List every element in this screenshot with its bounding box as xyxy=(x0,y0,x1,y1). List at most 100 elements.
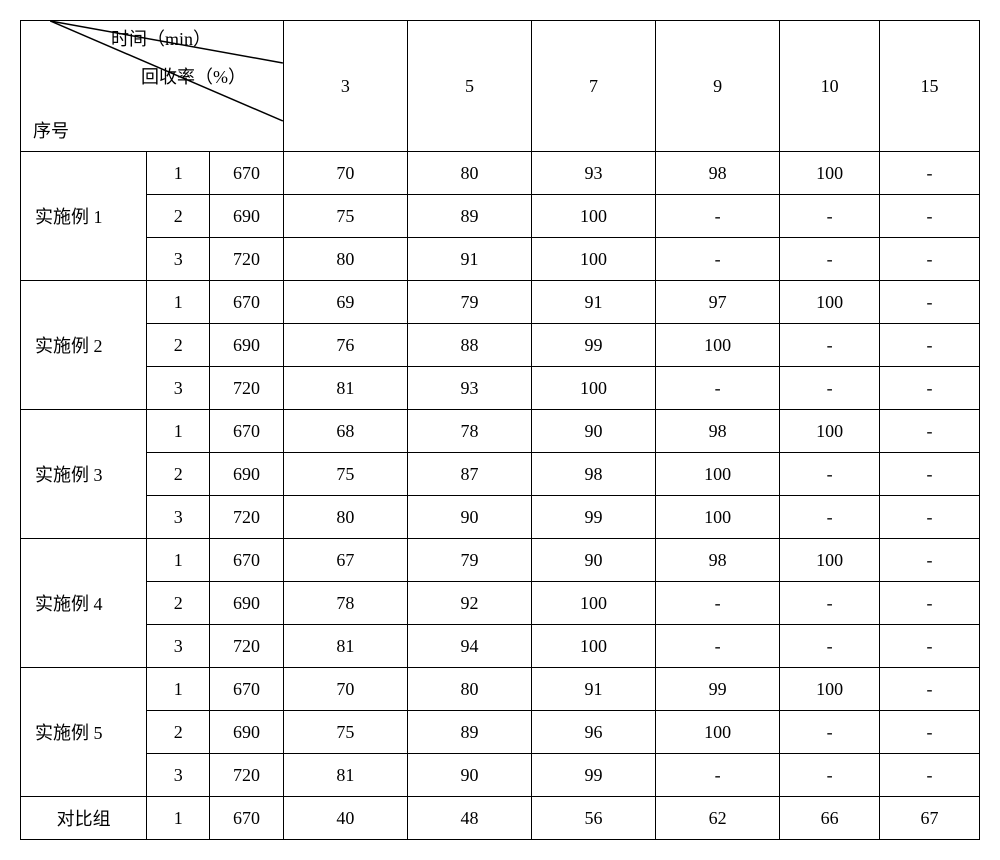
sub-index: 1 xyxy=(147,797,210,840)
data-cell: - xyxy=(780,711,880,754)
data-cell: - xyxy=(880,367,980,410)
table-row: 实施例 4167067799098100- xyxy=(21,539,980,582)
data-cell: 100 xyxy=(532,625,656,668)
data-cell: 79 xyxy=(407,539,531,582)
table-body: 实施例 1167070809398100-26907589100---37208… xyxy=(21,152,980,840)
data-cell: - xyxy=(880,625,980,668)
sub-index: 3 xyxy=(147,754,210,797)
recovery-label: 回收率（%） xyxy=(141,63,246,89)
data-cell: - xyxy=(656,582,780,625)
data-cell: - xyxy=(880,152,980,195)
base-value: 720 xyxy=(210,496,284,539)
data-cell: - xyxy=(656,195,780,238)
sub-index: 3 xyxy=(147,496,210,539)
data-cell: 100 xyxy=(532,367,656,410)
data-cell: - xyxy=(780,195,880,238)
table-row: 实施例 3167068789098100- xyxy=(21,410,980,453)
data-cell: - xyxy=(780,238,880,281)
data-cell: 80 xyxy=(407,152,531,195)
sub-index: 1 xyxy=(147,668,210,711)
table-row: 对比组1670404856626667 xyxy=(21,797,980,840)
data-cell: 75 xyxy=(283,711,407,754)
data-cell: 99 xyxy=(532,324,656,367)
data-cell: 56 xyxy=(532,797,656,840)
base-value: 690 xyxy=(210,711,284,754)
data-cell: 89 xyxy=(407,195,531,238)
time-label: 时间（min） xyxy=(111,25,211,51)
time-col-3: 3 xyxy=(283,21,407,152)
data-cell: 91 xyxy=(532,281,656,324)
table-row: 2690768899100-- xyxy=(21,324,980,367)
data-cell: 75 xyxy=(283,195,407,238)
data-cell: 66 xyxy=(780,797,880,840)
data-cell: - xyxy=(880,324,980,367)
sub-index: 2 xyxy=(147,582,210,625)
data-cell: 99 xyxy=(656,668,780,711)
time-col-10: 10 xyxy=(780,21,880,152)
sub-index: 1 xyxy=(147,539,210,582)
table-row: 26907892100--- xyxy=(21,582,980,625)
data-cell: 100 xyxy=(780,281,880,324)
data-cell: - xyxy=(780,582,880,625)
sub-index: 1 xyxy=(147,152,210,195)
data-cell: - xyxy=(656,754,780,797)
data-cell: 100 xyxy=(532,195,656,238)
table-row: 3720819099--- xyxy=(21,754,980,797)
data-cell: 89 xyxy=(407,711,531,754)
data-cell: - xyxy=(780,453,880,496)
table-row: 37208193100--- xyxy=(21,367,980,410)
data-cell: 92 xyxy=(407,582,531,625)
table-row: 实施例 2167069799197100- xyxy=(21,281,980,324)
data-cell: 88 xyxy=(407,324,531,367)
data-cell: 67 xyxy=(880,797,980,840)
sub-index: 2 xyxy=(147,453,210,496)
base-value: 670 xyxy=(210,281,284,324)
data-cell: 100 xyxy=(780,410,880,453)
data-cell: 87 xyxy=(407,453,531,496)
data-table: 时间（min） 回收率（%） 序号 3 5 7 9 10 15 实施例 1167… xyxy=(20,20,980,840)
table-row: 2690758798100-- xyxy=(21,453,980,496)
data-cell: 81 xyxy=(283,754,407,797)
data-cell: - xyxy=(656,367,780,410)
data-cell: 91 xyxy=(532,668,656,711)
data-cell: 99 xyxy=(532,496,656,539)
data-cell: - xyxy=(880,668,980,711)
data-cell: 90 xyxy=(407,496,531,539)
data-cell: 40 xyxy=(283,797,407,840)
sub-index: 1 xyxy=(147,410,210,453)
data-cell: 80 xyxy=(283,496,407,539)
sub-index: 3 xyxy=(147,625,210,668)
data-cell: - xyxy=(880,496,980,539)
data-cell: 98 xyxy=(656,539,780,582)
base-value: 670 xyxy=(210,668,284,711)
table-row: 26907589100--- xyxy=(21,195,980,238)
data-cell: - xyxy=(780,625,880,668)
sub-index: 2 xyxy=(147,195,210,238)
data-cell: 90 xyxy=(532,410,656,453)
base-value: 690 xyxy=(210,582,284,625)
data-cell: 97 xyxy=(656,281,780,324)
header-row: 时间（min） 回收率（%） 序号 3 5 7 9 10 15 xyxy=(21,21,980,152)
data-cell: 78 xyxy=(283,582,407,625)
group-label: 实施例 5 xyxy=(21,668,147,797)
time-col-9: 9 xyxy=(656,21,780,152)
table-row: 3720809099100-- xyxy=(21,496,980,539)
data-cell: - xyxy=(880,453,980,496)
data-cell: 98 xyxy=(656,410,780,453)
base-value: 690 xyxy=(210,195,284,238)
group-label: 对比组 xyxy=(21,797,147,840)
data-cell: - xyxy=(656,625,780,668)
data-cell: 80 xyxy=(407,668,531,711)
data-cell: - xyxy=(780,754,880,797)
base-value: 720 xyxy=(210,238,284,281)
table-row: 实施例 1167070809398100- xyxy=(21,152,980,195)
data-cell: 100 xyxy=(780,668,880,711)
data-cell: - xyxy=(780,367,880,410)
data-cell: 75 xyxy=(283,453,407,496)
data-cell: - xyxy=(880,711,980,754)
data-cell: - xyxy=(780,324,880,367)
data-cell: 100 xyxy=(532,238,656,281)
base-value: 670 xyxy=(210,152,284,195)
data-cell: 70 xyxy=(283,152,407,195)
base-value: 720 xyxy=(210,754,284,797)
